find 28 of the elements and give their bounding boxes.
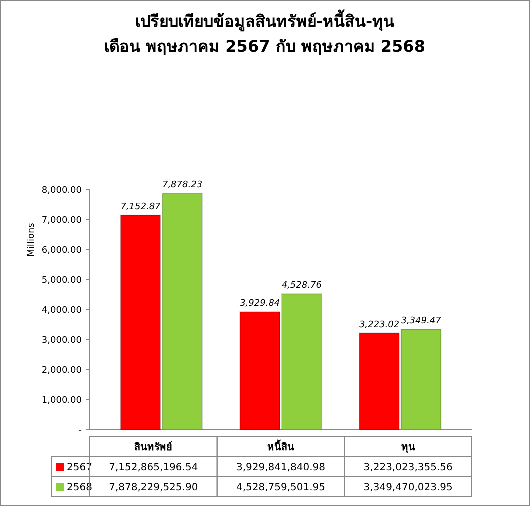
x-tick-label: ทุน bbox=[401, 442, 416, 454]
data-label: 7,878.23 bbox=[162, 180, 203, 191]
x-tick-label: สินทรัพย์ bbox=[134, 442, 173, 454]
y-tick-label: 4,000.00 bbox=[42, 306, 82, 316]
chart-subtitle: เดือน พฤษภาคม 2567 กับ พฤษภาคม 2568 bbox=[104, 37, 426, 56]
y-tick-label: 6,000.00 bbox=[42, 246, 82, 256]
y-tick-label: - bbox=[78, 426, 82, 436]
data-label: 3,223.02 bbox=[359, 320, 400, 330]
data-label: 3,349.47 bbox=[401, 316, 442, 327]
text: 3,349,470,023.95 bbox=[364, 482, 453, 494]
data-label: 7,152.87 bbox=[120, 202, 162, 212]
text: 4,528,759,501.95 bbox=[236, 482, 326, 494]
text: 3,929,841,840.98 bbox=[236, 462, 326, 474]
data-label: 3,929.84 bbox=[240, 299, 280, 310]
text: 3,223,023,355.56 bbox=[364, 462, 453, 474]
y-axis-title: Millions bbox=[27, 222, 37, 257]
chart-title: เปรียบเทียบข้อมูลสินทรัพย์-หนี้สิน-ทุน bbox=[135, 9, 395, 33]
y-tick-label: 3,000.00 bbox=[42, 336, 82, 346]
legend-label: 2568 bbox=[67, 482, 92, 494]
data-label: 4,528.76 bbox=[282, 281, 322, 292]
y-tick-label: 5,000.00 bbox=[42, 276, 82, 286]
y-tick-label: 8,000.00 bbox=[42, 186, 82, 196]
y-tick-label: 2,000.00 bbox=[42, 366, 82, 376]
y-tick-label: 1,000.00 bbox=[42, 396, 82, 406]
y-tick-label: 7,000.00 bbox=[42, 216, 82, 226]
x-tick-label: หนี้สิน bbox=[268, 440, 294, 454]
text: 7,152,865,196.54 bbox=[109, 462, 198, 474]
text: 7,878,229,525.90 bbox=[109, 482, 198, 494]
